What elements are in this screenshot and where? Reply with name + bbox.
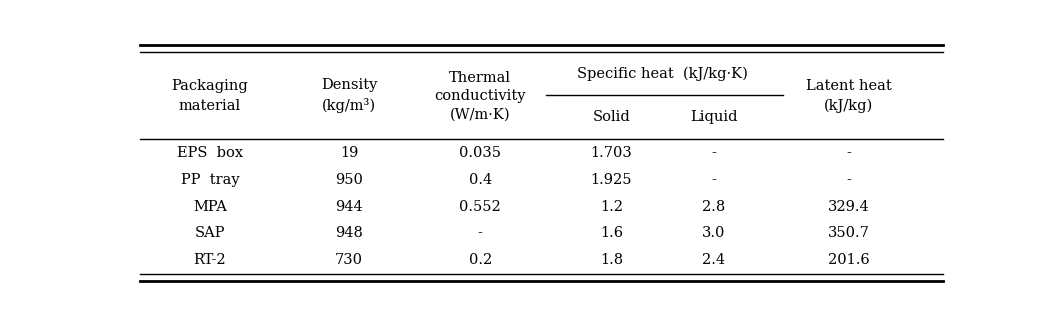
Text: 730: 730: [335, 253, 364, 267]
Text: 0.2: 0.2: [468, 253, 492, 267]
Text: Latent heat
(kJ/kg): Latent heat (kJ/kg): [806, 79, 892, 113]
Text: 950: 950: [335, 173, 364, 187]
Text: Packaging
material: Packaging material: [171, 79, 248, 113]
Text: 329.4: 329.4: [828, 200, 870, 214]
Text: RT-2: RT-2: [193, 253, 226, 267]
Text: 3.0: 3.0: [702, 226, 725, 241]
Text: 0.4: 0.4: [468, 173, 492, 187]
Text: 0.035: 0.035: [460, 146, 501, 160]
Text: 201.6: 201.6: [828, 253, 870, 267]
Text: 1.925: 1.925: [591, 173, 632, 187]
Text: 1.6: 1.6: [599, 226, 623, 241]
Text: -: -: [847, 173, 851, 187]
Text: 19: 19: [340, 146, 358, 160]
Text: 1.703: 1.703: [591, 146, 632, 160]
Text: 350.7: 350.7: [828, 226, 870, 241]
Text: -: -: [847, 146, 851, 160]
Text: -: -: [711, 173, 717, 187]
Text: 948: 948: [335, 226, 364, 241]
Text: PP  tray: PP tray: [181, 173, 239, 187]
Text: Thermal
conductivity
(W/m·K): Thermal conductivity (W/m·K): [434, 70, 526, 121]
Text: Solid: Solid: [593, 110, 630, 124]
Text: EPS  box: EPS box: [177, 146, 243, 160]
Text: 2.4: 2.4: [702, 253, 725, 267]
Text: MPA: MPA: [193, 200, 227, 214]
Text: 944: 944: [335, 200, 364, 214]
Text: Liquid: Liquid: [690, 110, 738, 124]
Text: SAP: SAP: [194, 226, 225, 241]
Text: 1.8: 1.8: [599, 253, 623, 267]
Text: 2.8: 2.8: [702, 200, 725, 214]
Text: -: -: [478, 226, 483, 241]
Text: -: -: [711, 146, 717, 160]
Text: Density
(kg/m³): Density (kg/m³): [321, 78, 377, 113]
Text: 0.552: 0.552: [460, 200, 501, 214]
Text: 1.2: 1.2: [599, 200, 623, 214]
Text: Specific heat  (kJ/kg·K): Specific heat (kJ/kg·K): [577, 67, 748, 81]
